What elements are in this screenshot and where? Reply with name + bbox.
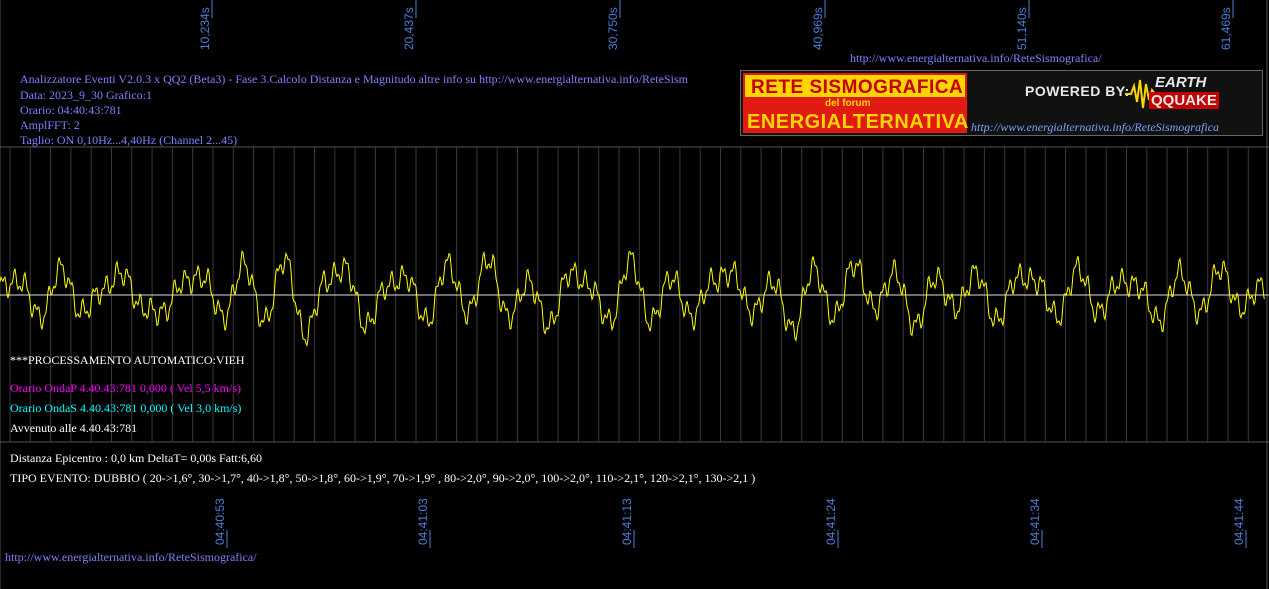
logo-subtitle: del forum bbox=[825, 98, 871, 109]
seismic-trace bbox=[0, 250, 1266, 348]
bottom-tick-label: 04:40:53 bbox=[213, 498, 227, 545]
distanza-label: Distanza Epicentro : 0,0 km DeltaT= 0,00… bbox=[10, 451, 263, 465]
bottom-tick-label: 04:41:13 bbox=[620, 498, 634, 545]
logo-title-1: RETE SISMOGRAFICA bbox=[751, 77, 964, 98]
seismic-wave-icon bbox=[1125, 79, 1161, 109]
bottom-link[interactable]: http://www.energialternativa.info/ReteSi… bbox=[5, 550, 257, 564]
logo-url[interactable]: http://www.energialternativa.info/ReteSi… bbox=[971, 120, 1219, 134]
header-line-3: Orario: 04:40:43:781 bbox=[20, 103, 122, 117]
bottom-tick-label: 04:41:44 bbox=[1232, 498, 1246, 545]
tipo-evento-label: TIPO EVENTO: DUBBIO ( 20->1,6°, 30->1,7°… bbox=[10, 471, 756, 485]
top-link[interactable]: http://www.energialternativa.info/ReteSi… bbox=[850, 51, 1102, 65]
top-tick-label: 10,234s bbox=[198, 7, 212, 50]
header-line-4: AmplFFT: 2 bbox=[20, 118, 80, 132]
bottom-tick-label: 04:41:34 bbox=[1028, 498, 1042, 545]
top-tick-label: 51,140s bbox=[1015, 7, 1029, 50]
onda-p-label: Orario OndaP 4.40.43:781 0,000 ( Vel 5,5… bbox=[10, 381, 241, 395]
top-tick-label: 61,469s bbox=[1219, 7, 1233, 50]
top-tick-label: 20,437s bbox=[402, 7, 416, 50]
logo-brand-1: EARTH bbox=[1155, 74, 1207, 91]
bottom-tick-label: 04:41:24 bbox=[824, 498, 838, 545]
logo-brand-2: QQUAKE bbox=[1149, 92, 1219, 109]
top-tick-label: 40,969s bbox=[811, 7, 825, 50]
avvenuto-label: Avvenuto alle 4.40.43:781 bbox=[10, 421, 138, 435]
header-line-5: Taglio: ON 0,10Hz...4,40Hz (Channel 2...… bbox=[20, 133, 238, 147]
processing-label: ***PROCESSAMENTO AUTOMATICO:VIEH bbox=[10, 353, 245, 367]
header-line-2: Data: 2023_9_30 Grafico:1 bbox=[20, 88, 152, 102]
logo-powered-by: POWERED BY: bbox=[1025, 83, 1130, 99]
logo-title-2: ENERGIALTERNATIVA bbox=[747, 111, 969, 133]
rete-sismografica-logo: RETE SISMOGRAFICA del forum ENERGIALTERN… bbox=[740, 70, 1263, 136]
bottom-tick-label: 04:41:03 bbox=[416, 498, 430, 545]
onda-s-label: Orario OndaS 4.40.43:781 0,000 ( Vel 3,0… bbox=[10, 401, 242, 415]
top-tick-label: 30,750s bbox=[606, 7, 620, 50]
header-line-1: Analizzatore Eventi V2.0.3 x QQ2 (Beta3)… bbox=[20, 72, 688, 86]
